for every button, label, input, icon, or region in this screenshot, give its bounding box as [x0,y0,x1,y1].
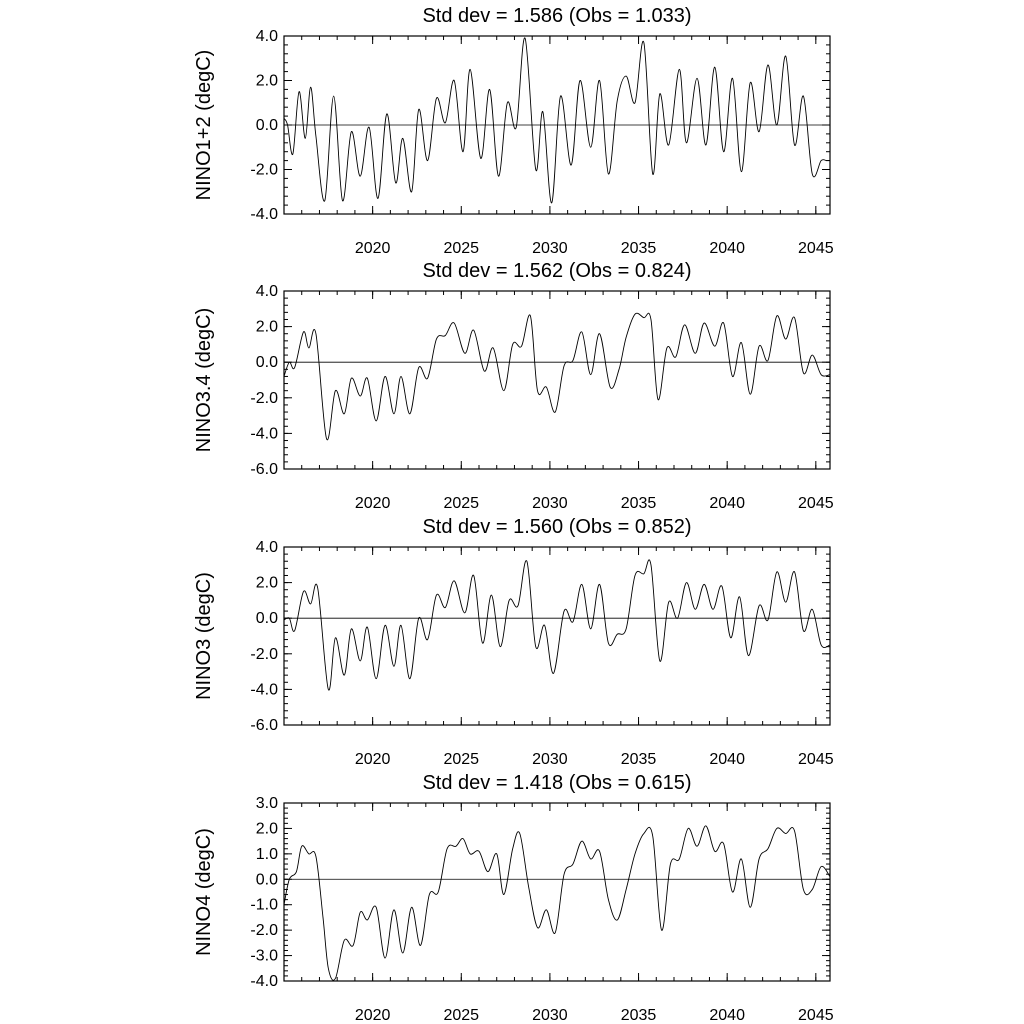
y-tick-label: 4.0 [256,539,278,556]
y-tick-label: -2.0 [250,390,278,407]
y-tick-label: 4.0 [256,283,278,300]
x-tick-label: 2040 [709,751,745,768]
y-tick-label: 0.0 [256,117,278,134]
panel-nino34: Std dev = 1.562 (Obs = 0.824) NINO3.4 (de… [193,260,834,512]
y-tick-label: 3.0 [256,795,278,812]
chart-title-nino12: Std dev = 1.586 (Obs = 1.033) [422,5,691,27]
x-tick-label: 2025 [443,240,479,257]
y-axis-label-nino4: NINO4 (degC) [193,828,215,956]
x-tick-label: 2025 [443,495,479,512]
y-tick-label: -2.0 [250,646,278,663]
x-tick-label: 2030 [532,495,568,512]
y-tick-label: -6.0 [250,461,278,478]
y-axis-label-nino34: NINO3.4 (degC) [193,308,215,453]
panel-nino12: Std dev = 1.586 (Obs = 1.033) NINO1+2 (de… [193,5,834,257]
x-tick-label: 2045 [798,495,834,512]
x-tick-label: 2040 [709,240,745,257]
x-tick-label: 2030 [532,1007,568,1024]
chart-title-nino34: Std dev = 1.562 (Obs = 0.824) [422,260,691,282]
y-tick-label: 4.0 [256,28,278,45]
x-tick-label: 2020 [355,240,391,257]
y-tick-label: -4.0 [250,425,278,442]
series-line-nino4 [283,825,831,981]
y-tick-label: -3.0 [250,948,278,965]
x-tick-label: 2035 [621,495,657,512]
x-tick-label: 2040 [709,1007,745,1024]
y-tick-label: 0.0 [256,354,278,371]
x-tick-label: 2030 [532,751,568,768]
x-tick-label: 2025 [443,751,479,768]
y-tick-label: -6.0 [250,717,278,734]
x-tick-label: 2045 [798,1007,834,1024]
x-tick-label: 2030 [532,240,568,257]
series-line-nino12 [283,37,830,204]
y-tick-label: -2.0 [250,922,278,939]
plot-frame-nino34 [283,290,831,470]
x-tick-label: 2020 [355,1007,391,1024]
series-line-nino3 [283,559,831,691]
y-axis-label-nino12: NINO1+2 (degC) [193,50,215,201]
y-tick-label: -4.0 [250,973,278,990]
y-tick-label: -2.0 [250,162,278,179]
y-tick-label: 2.0 [256,575,278,592]
plot-frame-nino3 [283,546,831,726]
x-tick-label: 2020 [355,751,391,768]
y-tick-label: -4.0 [250,206,278,223]
y-tick-label: 0.0 [256,610,278,627]
series-line-nino34 [283,312,831,441]
y-tick-label: 1.0 [256,846,278,863]
chart-title-nino4: Std dev = 1.418 (Obs = 0.615) [422,772,691,794]
y-tick-label: 0.0 [256,871,278,888]
plot-frame-nino12 [283,35,831,215]
y-tick-label: -4.0 [250,681,278,698]
panel-nino4: Std dev = 1.418 (Obs = 0.615) NINO4 (degC… [193,772,834,1024]
x-tick-label: 2020 [355,495,391,512]
panel-nino3: Std dev = 1.560 (Obs = 0.852) NINO3 (degC… [193,516,834,768]
y-tick-label: -1.0 [250,897,278,914]
x-tick-label: 2045 [798,240,834,257]
x-tick-label: 2035 [621,240,657,257]
y-axis-label-nino3: NINO3 (degC) [193,572,215,700]
x-tick-label: 2045 [798,751,834,768]
y-tick-label: 2.0 [256,73,278,90]
x-tick-label: 2025 [443,1007,479,1024]
x-tick-label: 2040 [709,495,745,512]
y-tick-label: 2.0 [256,820,278,837]
y-tick-label: 2.0 [256,319,278,336]
x-tick-label: 2035 [621,751,657,768]
chart-title-nino3: Std dev = 1.560 (Obs = 0.852) [422,516,691,538]
plot-frame-nino4 [283,802,831,982]
x-tick-label: 2035 [621,1007,657,1024]
